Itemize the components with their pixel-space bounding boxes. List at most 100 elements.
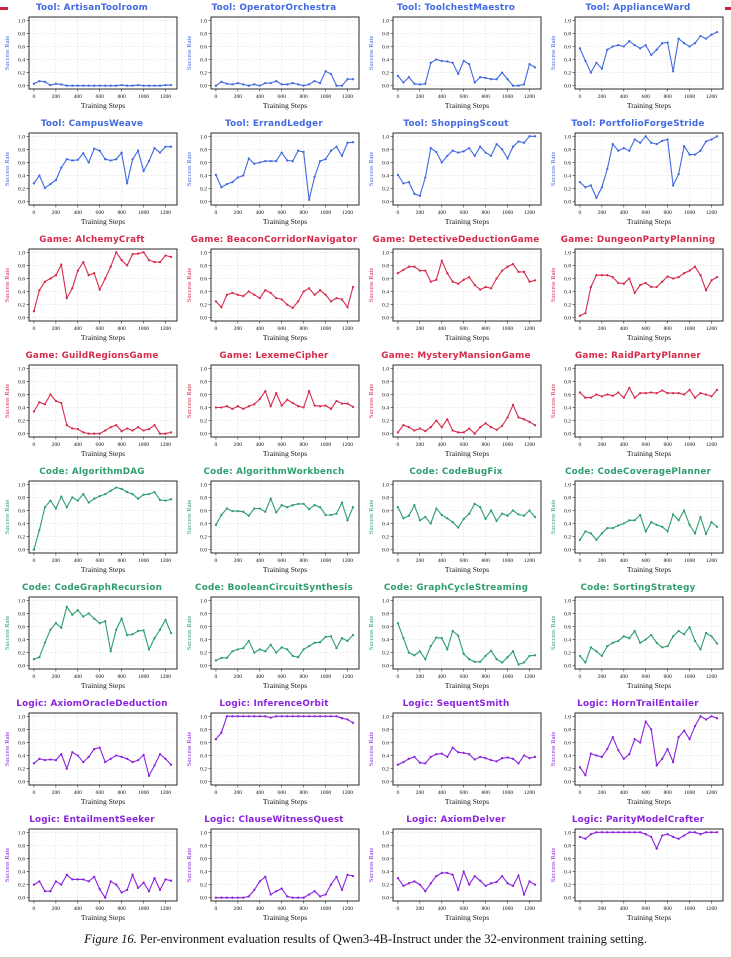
series-marker (500, 71, 504, 74)
subplot-logic-horntrailentailer: Logic: HornTrailEntailer 0.0 0.2 0.4 0.6 0.8 1… (547, 698, 729, 814)
series-marker (286, 303, 289, 306)
series-marker (446, 755, 449, 759)
ytick-label: 1.0 (564, 18, 571, 24)
series-marker (413, 82, 416, 85)
ytick-label: 0.6 (200, 508, 207, 514)
ytick-label: 0.4 (18, 638, 25, 644)
xtick-label: 400 (620, 210, 629, 216)
ytick-label: 0.8 (18, 379, 25, 385)
series-marker (109, 880, 112, 883)
series-marker (258, 715, 261, 718)
xtick-label: 800 (481, 790, 490, 796)
series-marker (264, 159, 267, 163)
series-marker (93, 617, 96, 620)
chart-title: Game: BeaconCorridorNavigator (190, 235, 358, 245)
ytick-label: 0.0 (564, 316, 571, 322)
ytick-label: 0.2 (18, 303, 25, 309)
y-axis-label: Success Rate (368, 616, 375, 651)
series-marker (479, 755, 482, 759)
series-marker (335, 145, 338, 148)
chart-canvas: 0.0 0.2 0.4 0.6 0.8 1.0 0 200 400 600 800 1000 1200 T… (186, 828, 360, 922)
series-marker (280, 504, 283, 507)
series-marker (32, 762, 36, 765)
series-marker (468, 658, 471, 661)
series-marker (457, 634, 460, 637)
series-marker (253, 888, 256, 892)
series-marker (606, 393, 609, 396)
series-marker (125, 427, 129, 430)
series-marker (54, 880, 58, 883)
ytick-label: 1.0 (18, 830, 25, 836)
series-marker (500, 424, 504, 428)
subplot-logic-inferenceorbit: Logic: InferenceOrbit 0.0 0.2 0.4 0.6 0.8 1.0 0… (183, 698, 365, 814)
ytick-label: 0.4 (382, 522, 389, 528)
series-marker (313, 504, 316, 507)
xtick-label: 200 (598, 94, 607, 100)
series-marker (584, 774, 587, 777)
ytick-label: 0.8 (200, 263, 207, 269)
series-marker (247, 715, 250, 718)
series-marker (611, 394, 614, 397)
series-marker (495, 428, 498, 431)
series-marker (484, 285, 487, 289)
series-marker (462, 517, 465, 521)
ytick-label: 0.4 (564, 522, 571, 528)
xtick-label: 400 (74, 790, 83, 796)
series-marker (715, 275, 719, 279)
xtick-label: 1000 (502, 94, 513, 100)
ytick-label: 0.8 (564, 379, 571, 385)
series-line (397, 135, 535, 197)
series-marker (451, 629, 454, 633)
series-marker (324, 513, 327, 517)
series-marker (318, 405, 322, 408)
y-axis-label: Success Rate (368, 152, 375, 187)
series-marker (457, 72, 460, 76)
xtick-label: 400 (620, 326, 629, 332)
ytick-label: 0.8 (382, 611, 389, 617)
series-marker (109, 489, 112, 492)
chart-title: Code: CodeGraphRecursion (21, 583, 163, 593)
series-marker (253, 715, 256, 718)
series-marker (435, 150, 438, 154)
series-marker (484, 654, 487, 658)
xtick-label: 0 (33, 210, 36, 216)
ytick-label: 0.0 (564, 664, 571, 670)
ytick-label: 0.4 (564, 870, 571, 876)
series-marker (517, 84, 520, 87)
series-marker (451, 746, 454, 749)
series-marker (98, 622, 101, 625)
xtick-label: 800 (299, 326, 308, 332)
chart-canvas: 0.0 0.2 0.4 0.6 0.8 1.0 0 200 400 600 800 1000 1200 T… (4, 364, 178, 458)
ytick-label: 0.0 (18, 316, 25, 322)
xtick-label: 800 (117, 790, 126, 796)
series-marker (38, 656, 41, 659)
series-marker (87, 432, 90, 435)
series-marker (688, 831, 691, 834)
series-marker (120, 258, 123, 262)
xtick-label: 600 (642, 94, 651, 100)
series-marker (242, 174, 245, 177)
series-marker (264, 289, 267, 292)
series-marker (147, 648, 151, 651)
series-marker (671, 391, 675, 395)
ytick-label: 0.0 (200, 84, 207, 90)
series-marker (517, 874, 520, 877)
series-marker (131, 253, 134, 256)
series-marker (32, 658, 36, 661)
xtick-label: 800 (117, 558, 126, 564)
series-marker (60, 626, 63, 629)
series-marker (351, 506, 355, 509)
series-marker (633, 831, 636, 834)
series-marker (435, 636, 438, 639)
series-marker (429, 426, 432, 429)
series-marker (225, 715, 229, 718)
xtick-label: 800 (663, 94, 672, 100)
series-marker (457, 751, 460, 754)
series-line (579, 135, 718, 200)
series-marker (589, 833, 593, 836)
ytick-label: 0.6 (382, 740, 389, 746)
series-marker (699, 715, 702, 718)
series-line (397, 869, 536, 897)
series-marker (65, 158, 68, 161)
y-axis-label: Success Rate (4, 384, 11, 419)
